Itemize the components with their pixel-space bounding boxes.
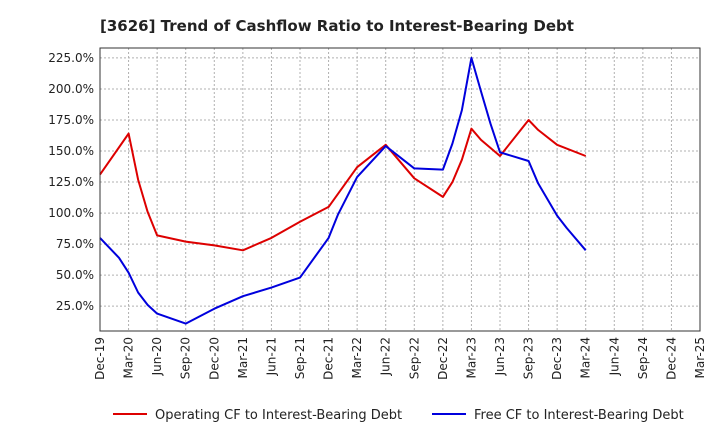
y-tick-label: 125.0% [48,175,94,189]
x-tick-label: Sep-22 [407,337,421,379]
x-tick-label: Jun-24 [607,337,621,376]
x-tick-label: Jun-22 [379,337,393,376]
x-tick-label: Dec-22 [436,337,450,380]
x-axis-tick-labels: Dec-19 Mar-20 Jun-20 Sep-20 Dec-20 Mar-21 Jun-… [93,337,707,380]
y-tick-label: 75.0% [56,237,94,251]
series-line-operating-cf [99,119,587,252]
gridlines [99,48,701,331]
x-tick-label: Mar-25 [693,337,707,378]
x-tick-label: Sep-21 [293,337,307,379]
x-tick-label: Jun-20 [150,337,164,376]
y-tick-label: 200.0% [48,82,94,96]
x-tick-label: Dec-21 [322,337,336,380]
x-tick-label: Jun-23 [493,337,507,376]
x-tick-label: Dec-20 [207,337,221,380]
y-tick-label: 25.0% [56,299,94,313]
legend-label-operating-cf: Operating CF to Interest-Bearing Debt [155,408,402,423]
y-tick-label: 175.0% [48,113,94,127]
chart-title: [3626] Trend of Cashflow Ratio to Intere… [100,17,574,35]
x-tick-label: Dec-19 [93,337,107,380]
legend-label-free-cf: Free CF to Interest-Bearing Debt [474,408,684,423]
y-tick-label: 100.0% [48,206,94,220]
x-tick-label: Mar-23 [464,337,478,378]
x-tick-label: Dec-24 [664,337,678,380]
series-line-free-cf [99,56,587,325]
x-tick-label: Mar-24 [579,337,593,378]
x-tick-label: Sep-23 [522,337,536,379]
y-tick-label: 225.0% [48,51,94,65]
y-tick-label: 50.0% [56,268,94,282]
x-tick-label: Jun-21 [264,337,278,376]
plot-area-frame [99,47,701,332]
y-tick-label: 150.0% [48,144,94,158]
x-tick-label: Mar-22 [350,337,364,378]
x-tick-label: Mar-21 [236,337,250,378]
legend: Operating CF to Interest-Bearing Debt Fre… [113,408,684,423]
x-tick-label: Dec-23 [550,337,564,380]
series-lines [99,56,587,325]
x-tick-label: Sep-20 [179,337,193,379]
x-tick-label: Sep-24 [636,337,650,379]
x-tick-label: Mar-20 [122,337,136,378]
y-axis-tick-labels: 25.0% 50.0% 75.0% 100.0% 125.0% 150.0% 175.0% 2… [48,51,94,313]
